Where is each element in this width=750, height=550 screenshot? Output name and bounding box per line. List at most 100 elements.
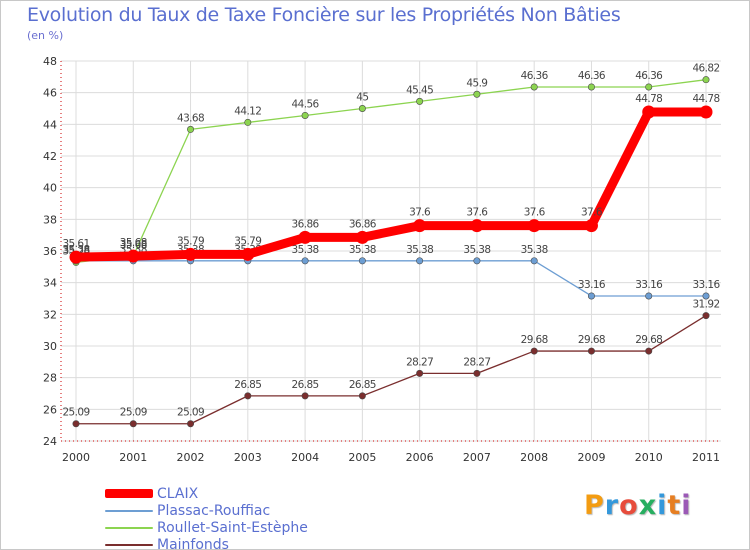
- data-point: [527, 219, 541, 233]
- y-tick-label: 28: [43, 372, 57, 385]
- data-label: 29.68: [578, 334, 605, 346]
- data-point: [244, 118, 252, 126]
- legend-item-roullet-saint-estephe[interactable]: Roullet-Saint-Estèphe: [105, 519, 308, 536]
- data-point: [587, 292, 595, 300]
- data-point: [587, 347, 595, 355]
- brand-letter: i: [657, 490, 668, 521]
- x-tick-label: 2007: [463, 451, 491, 464]
- data-point: [473, 257, 481, 265]
- x-tick-label: 2011: [692, 451, 720, 464]
- data-label: 37.6: [581, 207, 603, 219]
- chart-unit-label: (en %): [27, 29, 64, 42]
- data-label: 44.56: [292, 98, 320, 110]
- legend-label-mainfonds: Mainfonds: [157, 536, 229, 550]
- data-point: [355, 230, 369, 244]
- data-label: 46.82: [692, 63, 719, 75]
- legend-swatch-roullet-saint-estephe: [105, 526, 153, 529]
- y-tick-label: 24: [43, 435, 57, 448]
- proxiti-logo: Proxiti: [584, 490, 692, 521]
- legend-label-roullet-saint-estephe: Roullet-Saint-Estèphe: [157, 519, 308, 536]
- data-label: 35.38: [406, 244, 433, 256]
- legend-swatch-plassac-rouffiac: [105, 509, 153, 512]
- data-label: 37.6: [466, 207, 488, 219]
- x-tick-label: 2008: [520, 451, 548, 464]
- data-label: 31.92: [692, 299, 719, 311]
- data-label: 35.68: [120, 237, 147, 249]
- data-point: [530, 257, 538, 265]
- data-label: 36.86: [349, 218, 377, 230]
- data-label: 46.36: [635, 70, 663, 82]
- data-point: [72, 420, 80, 428]
- data-point: [702, 76, 710, 84]
- data-point: [587, 83, 595, 91]
- legend-swatch-mainfonds: [105, 543, 153, 546]
- data-label: 44.78: [692, 93, 719, 105]
- data-label: 28.27: [463, 356, 490, 368]
- brand-letter: i: [681, 490, 692, 521]
- y-tick-label: 26: [43, 403, 57, 416]
- data-label: 45: [356, 92, 368, 104]
- data-label: 26.85: [234, 379, 261, 391]
- chart-title: Evolution du Taux de Taxe Foncière sur l…: [27, 4, 621, 26]
- data-point: [699, 105, 713, 119]
- y-tick-label: 44: [43, 118, 57, 131]
- legend-item-mainfonds[interactable]: Mainfonds: [105, 536, 308, 550]
- brand-letter: o: [619, 490, 639, 521]
- data-label: 33.16: [578, 279, 606, 291]
- legend-label-plassac-rouffiac: Plassac-Rouffiac: [157, 502, 271, 519]
- series-line: [71, 107, 711, 262]
- data-point: [416, 369, 424, 377]
- legend-item-claix[interactable]: CLAIX: [105, 485, 308, 502]
- y-tick-label: 30: [43, 340, 57, 353]
- data-label: 35.79: [234, 235, 261, 247]
- data-label: 35.38: [349, 244, 376, 256]
- data-label: 33.16: [692, 279, 720, 291]
- data-point: [301, 392, 309, 400]
- data-label: 25.09: [120, 407, 147, 419]
- data-point: [584, 219, 598, 233]
- data-point: [184, 247, 198, 261]
- data-label: 25.09: [177, 407, 204, 419]
- x-tick-label: 2006: [406, 451, 434, 464]
- data-label: 45.45: [406, 84, 433, 96]
- x-tick-label: 2009: [577, 451, 605, 464]
- data-point: [416, 97, 424, 105]
- series-line: [75, 79, 707, 264]
- y-tick-label: 48: [43, 55, 57, 68]
- data-label: 37.6: [409, 207, 431, 219]
- data-point: [470, 219, 484, 233]
- data-label: 26.85: [292, 379, 319, 391]
- data-label: 26.85: [349, 379, 376, 391]
- legend-swatch-claix: [105, 489, 153, 498]
- data-point: [129, 420, 137, 428]
- brand-letter: r: [604, 490, 620, 521]
- y-tick-label: 34: [43, 277, 57, 290]
- data-label: 37.6: [524, 207, 546, 219]
- data-label: 45.9: [466, 77, 487, 89]
- data-point: [413, 219, 427, 233]
- data-point: [298, 230, 312, 244]
- x-tick-label: 2003: [234, 451, 262, 464]
- data-label: 44.78: [635, 93, 662, 105]
- data-label: 29.68: [521, 334, 548, 346]
- data-point: [301, 111, 309, 119]
- series-line: [75, 260, 707, 297]
- data-label: 25.09: [62, 407, 89, 419]
- data-label: 35.79: [177, 235, 204, 247]
- data-point: [645, 83, 653, 91]
- y-tick-label: 46: [43, 87, 57, 100]
- series-line: [75, 314, 707, 425]
- data-label: 36.86: [292, 218, 320, 230]
- data-point: [473, 369, 481, 377]
- data-point: [702, 292, 710, 300]
- legend-label-claix: CLAIX: [157, 485, 199, 502]
- legend-item-plassac-rouffiac[interactable]: Plassac-Rouffiac: [105, 502, 308, 519]
- data-point: [358, 257, 366, 265]
- y-tick-label: 42: [43, 150, 57, 163]
- data-label: 29.68: [635, 334, 662, 346]
- data-label: 33.16: [635, 279, 663, 291]
- brand-letter: P: [584, 490, 605, 521]
- data-point: [126, 249, 140, 263]
